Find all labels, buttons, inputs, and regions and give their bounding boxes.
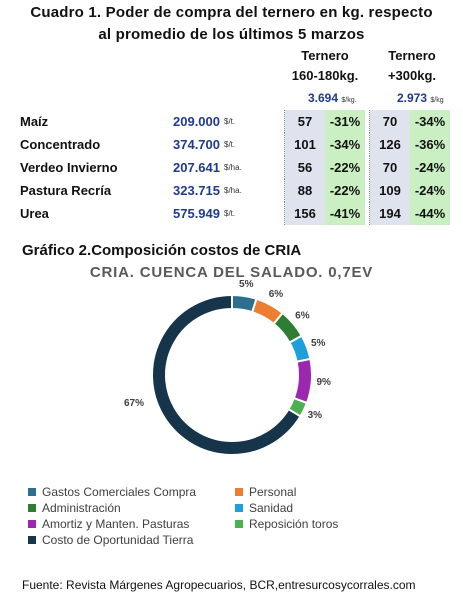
legend-item: Amortiz y Manten. Pasturas xyxy=(28,516,235,531)
row-value: 209.000 xyxy=(173,114,220,129)
col2-header: Ternero +300kg. xyxy=(372,46,452,86)
legend-swatch xyxy=(28,519,36,528)
col1-price-value: 3.694 xyxy=(308,91,339,105)
legend-swatch xyxy=(235,487,243,496)
legend-label: Sanidad xyxy=(249,500,294,515)
row-pct-col2: -44% xyxy=(410,202,450,225)
table-title-line2: al promedio de los últimos 5 marzos xyxy=(98,26,365,43)
row-kg-col2: 194 xyxy=(369,202,410,225)
row-kg-col2: 126 xyxy=(369,133,410,156)
donut-slice xyxy=(151,293,302,456)
row-name: Urea xyxy=(20,206,49,221)
legend-item: Personal xyxy=(235,484,415,499)
slice-label: 67% xyxy=(124,398,144,409)
row-kg-col2: 70 xyxy=(369,156,410,179)
row-value: 374.700 xyxy=(173,137,220,152)
row-kg-col1: 57 xyxy=(284,110,325,133)
slice-label: 9% xyxy=(316,377,331,388)
col1-price-unit: $/kg. xyxy=(341,97,357,104)
col2-header-line1: Ternero xyxy=(388,48,436,63)
chart-legend: Gastos Comerciales Compra Personal Adminis… xyxy=(28,484,415,547)
legend-swatch xyxy=(28,487,36,496)
legend-label: Amortiz y Manten. Pasturas xyxy=(42,516,190,531)
table-row: Concentrado 374.700 $/t. 101 -34% 126 -36% xyxy=(20,133,450,156)
row-value: 207.641 xyxy=(173,160,220,175)
row-name: Pastura Recría xyxy=(20,183,112,198)
row-unit: $/t. xyxy=(224,209,236,218)
slice-label: 5% xyxy=(311,338,326,349)
table-row: Maíz 209.000 $/t. 57 -31% 70 -34% xyxy=(20,110,450,133)
row-name: Verdeo Invierno xyxy=(20,160,118,175)
row-name: Concentrado xyxy=(20,137,101,152)
legend-swatch xyxy=(28,535,36,544)
col2-price: 2.973 $/kg xyxy=(397,91,444,105)
legend-label: Reposición toros xyxy=(249,516,339,531)
row-unit: $/ha. xyxy=(224,186,242,195)
row-pct-col2: -24% xyxy=(410,156,450,179)
table-row: Urea 575.949 $/t. 156 -41% 194 -44% xyxy=(20,202,450,225)
donut-slice xyxy=(292,357,313,405)
slice-label: 3% xyxy=(308,410,323,421)
purchase-power-table: Maíz 209.000 $/t. 57 -31% 70 -34% Concentrado 37… xyxy=(20,110,450,225)
col1-header-line1: Ternero xyxy=(301,48,349,63)
col2-price-value: 2.973 xyxy=(397,91,428,105)
row-kg-col2: 109 xyxy=(369,179,410,202)
legend-label: Personal xyxy=(249,484,297,499)
legend-swatch xyxy=(235,519,243,528)
row-pct-col2: -34% xyxy=(410,110,450,133)
row-value: 323.715 xyxy=(173,183,220,198)
row-pct-col1: -41% xyxy=(325,202,365,225)
legend-swatch xyxy=(28,503,36,512)
row-pct-col2: -36% xyxy=(410,133,450,156)
table-row: Verdeo Invierno 207.641 $/ha. 56 -22% 70 -24% xyxy=(20,156,450,179)
row-unit: $/ha. xyxy=(224,163,242,172)
col1-price: 3.694 $/kg. xyxy=(308,91,357,105)
table-title-line1: Cuadro 1. Poder de compra del ternero en… xyxy=(30,4,433,21)
row-pct-col1: -34% xyxy=(325,133,365,156)
legend-item: Administración xyxy=(28,500,235,515)
row-kg-col1: 101 xyxy=(284,133,325,156)
row-kg-col1: 88 xyxy=(284,179,325,202)
row-pct-col2: -24% xyxy=(410,179,450,202)
table-row: Pastura Recría 323.715 $/ha. 88 -22% 109 -24% xyxy=(20,179,450,202)
row-name: Maíz xyxy=(20,114,49,129)
legend-item: Reposición toros xyxy=(235,516,415,531)
row-pct-col1: -22% xyxy=(325,156,365,179)
slice-label: 6% xyxy=(269,289,284,300)
col2-header-line2: +300kg. xyxy=(387,68,437,83)
slice-label: 5% xyxy=(239,280,254,290)
col1-header: Ternero 160-180kg. xyxy=(285,46,365,86)
legend-label: Costo de Oportunidad Tierra xyxy=(42,532,194,547)
source-note: Fuente: Revista Márgenes Agropecuarios, … xyxy=(22,578,416,592)
chart-title: CRIA. CUENCA DEL SALADO. 0,7EV xyxy=(89,264,374,281)
legend-label: Administración xyxy=(42,500,121,515)
legend-label: Gastos Comerciales Compra xyxy=(42,484,197,499)
row-kg-col1: 156 xyxy=(284,202,325,225)
legend-item: Gastos Comerciales Compra xyxy=(28,484,235,499)
row-pct-col1: -22% xyxy=(325,179,365,202)
row-kg-col2: 70 xyxy=(369,110,410,133)
slice-label: 6% xyxy=(295,311,310,322)
row-value: 575.949 xyxy=(173,206,220,221)
legend-item: Costo de Oportunidad Tierra xyxy=(28,532,235,547)
col1-header-line2: 160-180kg. xyxy=(291,68,359,83)
chart-heading: Gráfico 2.Composición costos de CRIA xyxy=(22,242,302,259)
row-unit: $/t. xyxy=(224,117,236,126)
legend-swatch xyxy=(235,503,243,512)
row-pct-col1: -31% xyxy=(325,110,365,133)
col2-price-unit: $/kg xyxy=(430,97,444,104)
legend-item: Sanidad xyxy=(235,500,415,515)
row-unit: $/t. xyxy=(224,140,236,149)
cost-donut-chart: 5% 6% 6% 5% 9% 3% 67% xyxy=(124,280,331,456)
row-kg-col1: 56 xyxy=(284,156,325,179)
